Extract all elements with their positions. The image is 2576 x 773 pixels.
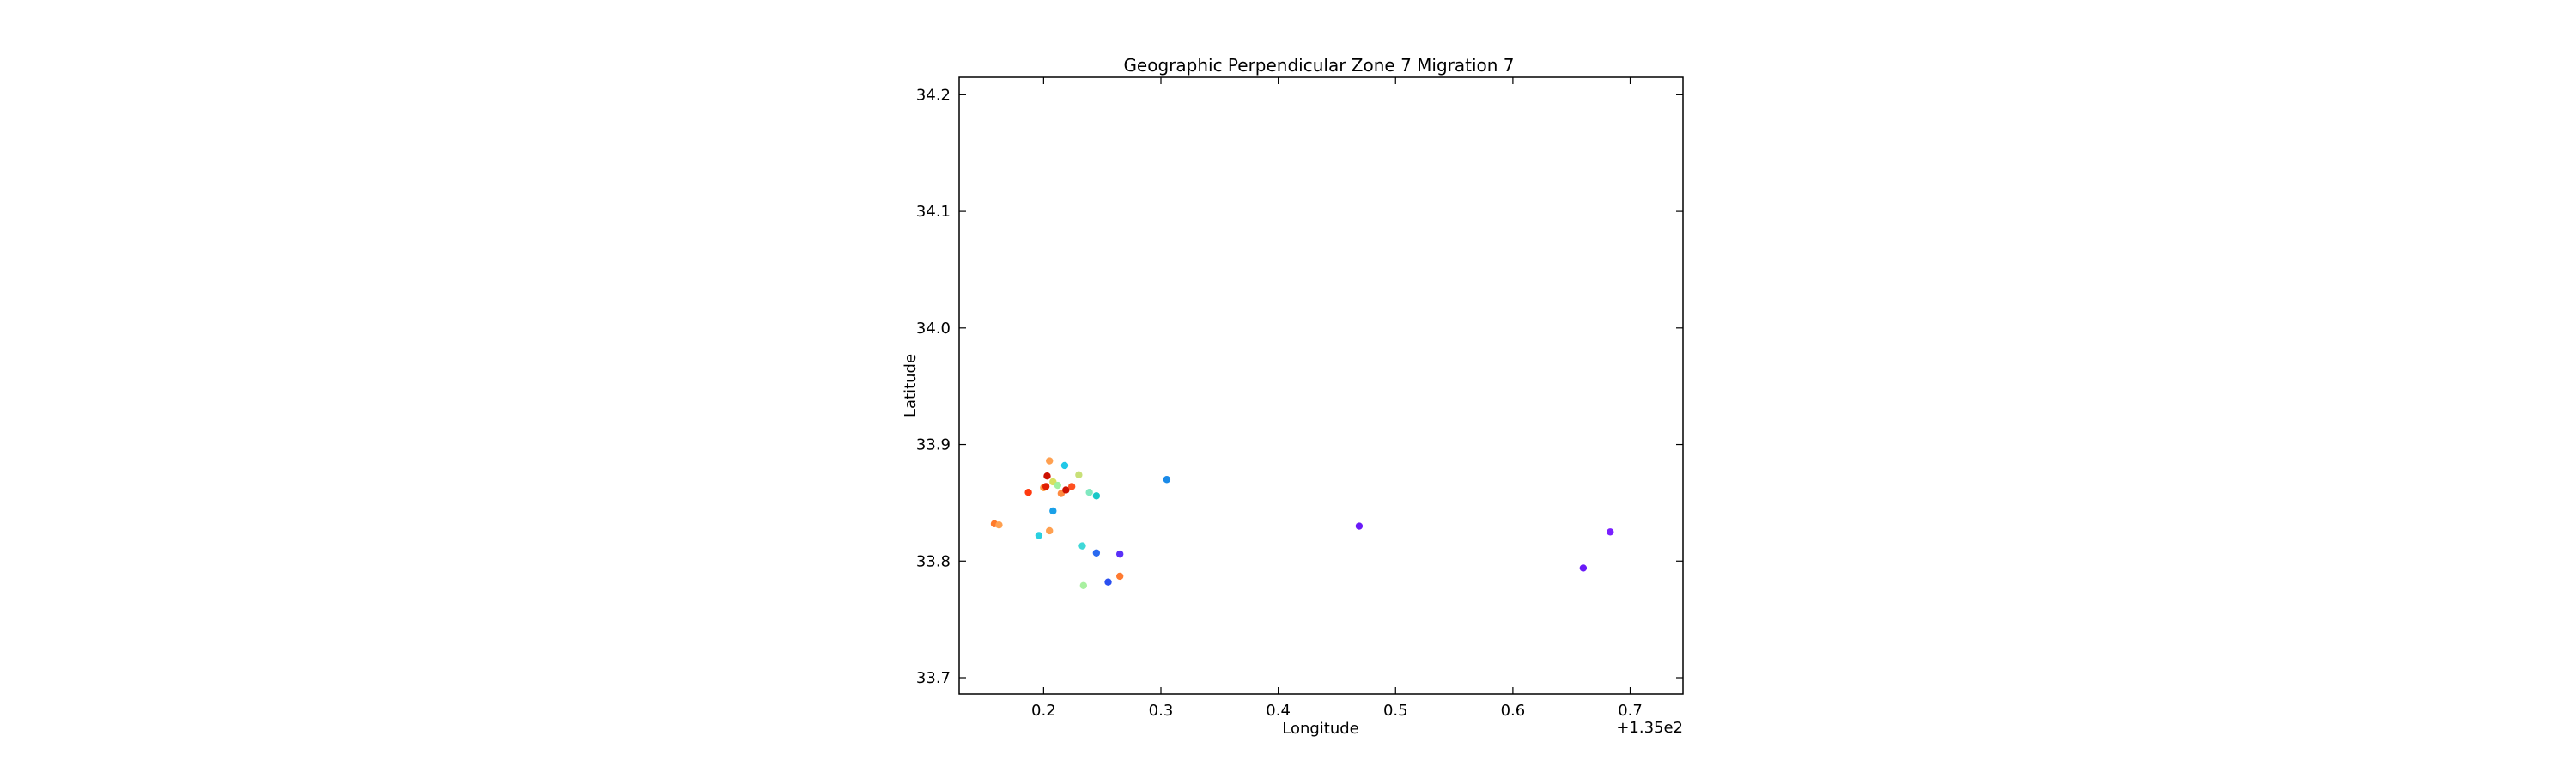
data-point [1607, 528, 1614, 536]
data-point [1046, 457, 1054, 465]
data-point [1062, 486, 1070, 494]
x-axis-label: Longitude [1282, 720, 1359, 738]
x-axis-offset-label: +1.35e2 [1616, 719, 1683, 737]
data-point [1060, 461, 1069, 470]
data-point [1085, 488, 1093, 496]
plot-frame [958, 76, 1684, 695]
data-point [1092, 492, 1101, 500]
y-tick-label: 33.7 [916, 669, 951, 687]
data-point [1035, 532, 1043, 539]
data-point [1067, 483, 1076, 490]
plot-area [959, 77, 1683, 694]
data-point [1115, 550, 1124, 558]
data-point [1163, 476, 1171, 484]
chart-title: Geographic Perpendicular Zone 7 Migratio… [1123, 55, 1514, 76]
y-axis-ticks: 33.7 33.8 33.9 34.0 34.1 34.2 [916, 86, 1683, 687]
data-point [1115, 572, 1124, 581]
data-point [1054, 481, 1061, 490]
data-point [1092, 549, 1101, 557]
data-point [1079, 581, 1088, 589]
data-point [1579, 564, 1588, 572]
x-tick-label: 0.2 [1031, 702, 1056, 720]
y-tick-label: 34.2 [916, 86, 951, 104]
x-tick-label: 0.4 [1266, 702, 1291, 720]
y-tick-label: 34.0 [916, 320, 951, 338]
data-point [1078, 542, 1086, 550]
x-tick-label: 0.7 [1618, 702, 1643, 720]
data-point [1049, 507, 1057, 515]
y-tick-label: 34.1 [916, 203, 951, 221]
x-tick-label: 0.5 [1383, 702, 1408, 720]
data-point [1355, 522, 1364, 530]
data-point [995, 520, 1003, 529]
data-points [990, 457, 1614, 589]
data-point [1024, 488, 1032, 496]
data-point [1042, 483, 1050, 490]
y-axis-label: Latitude [902, 354, 920, 417]
x-tick-label: 0.6 [1501, 702, 1526, 720]
y-tick-label: 33.8 [916, 552, 951, 570]
y-tick-label: 33.9 [916, 436, 951, 454]
x-tick-label: 0.3 [1149, 702, 1174, 720]
x-axis-ticks: 0.2 0.3 0.4 0.5 0.6 0.7 [1031, 77, 1643, 720]
data-point [1046, 526, 1054, 535]
data-point [1075, 471, 1083, 479]
data-point [1104, 578, 1112, 586]
data-point [1043, 472, 1051, 480]
